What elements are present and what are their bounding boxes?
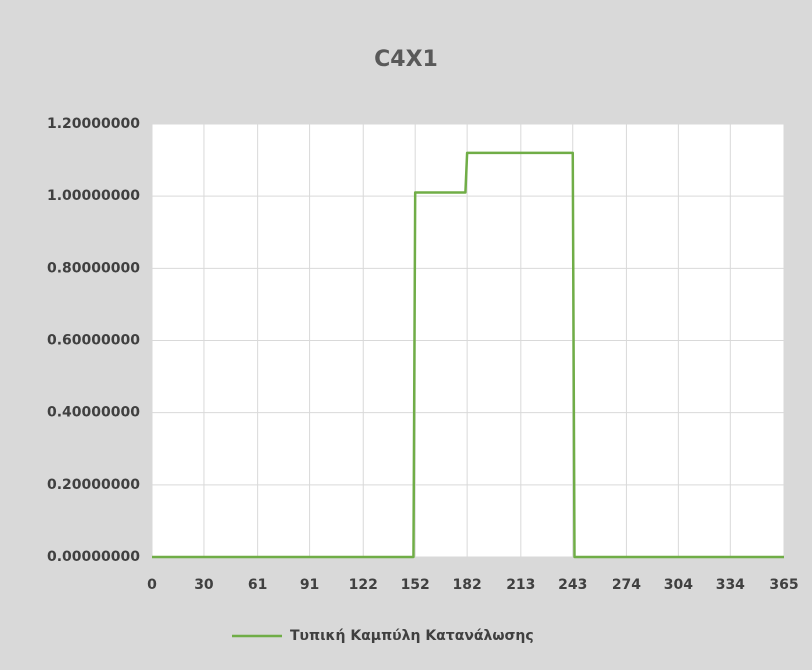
y-tick-label: 0.40000000 bbox=[47, 405, 140, 421]
y-tick-label: 0.80000000 bbox=[47, 260, 140, 276]
chart-title: C4X1 bbox=[374, 47, 438, 72]
data-line bbox=[152, 151, 784, 559]
y-tick-label: 1.20000000 bbox=[47, 116, 140, 132]
x-tick-label: 182 bbox=[453, 577, 482, 593]
x-tick-label: 91 bbox=[300, 577, 319, 593]
y-tick-label: 0.00000000 bbox=[47, 549, 140, 565]
y-tick-label: 0.20000000 bbox=[47, 477, 140, 493]
x-tick-label: 243 bbox=[558, 577, 587, 593]
x-tick-label: 365 bbox=[769, 577, 798, 593]
x-tick-label: 122 bbox=[349, 577, 378, 593]
x-tick-label: 334 bbox=[716, 577, 745, 593]
x-tick-label: 0 bbox=[147, 577, 157, 593]
x-tick-label: 304 bbox=[664, 577, 693, 593]
x-tick-label: 152 bbox=[401, 577, 430, 593]
y-tick-label: 0.60000000 bbox=[47, 333, 140, 349]
y-tick-label: 1.00000000 bbox=[47, 188, 140, 204]
x-tick-label: 213 bbox=[506, 577, 535, 593]
x-tick-label: 30 bbox=[194, 577, 214, 593]
legend-label: Τυπική Καμπύλη Κατανάλωσης bbox=[290, 628, 534, 644]
x-tick-label: 274 bbox=[612, 577, 641, 593]
x-tick-label: 61 bbox=[248, 577, 267, 593]
